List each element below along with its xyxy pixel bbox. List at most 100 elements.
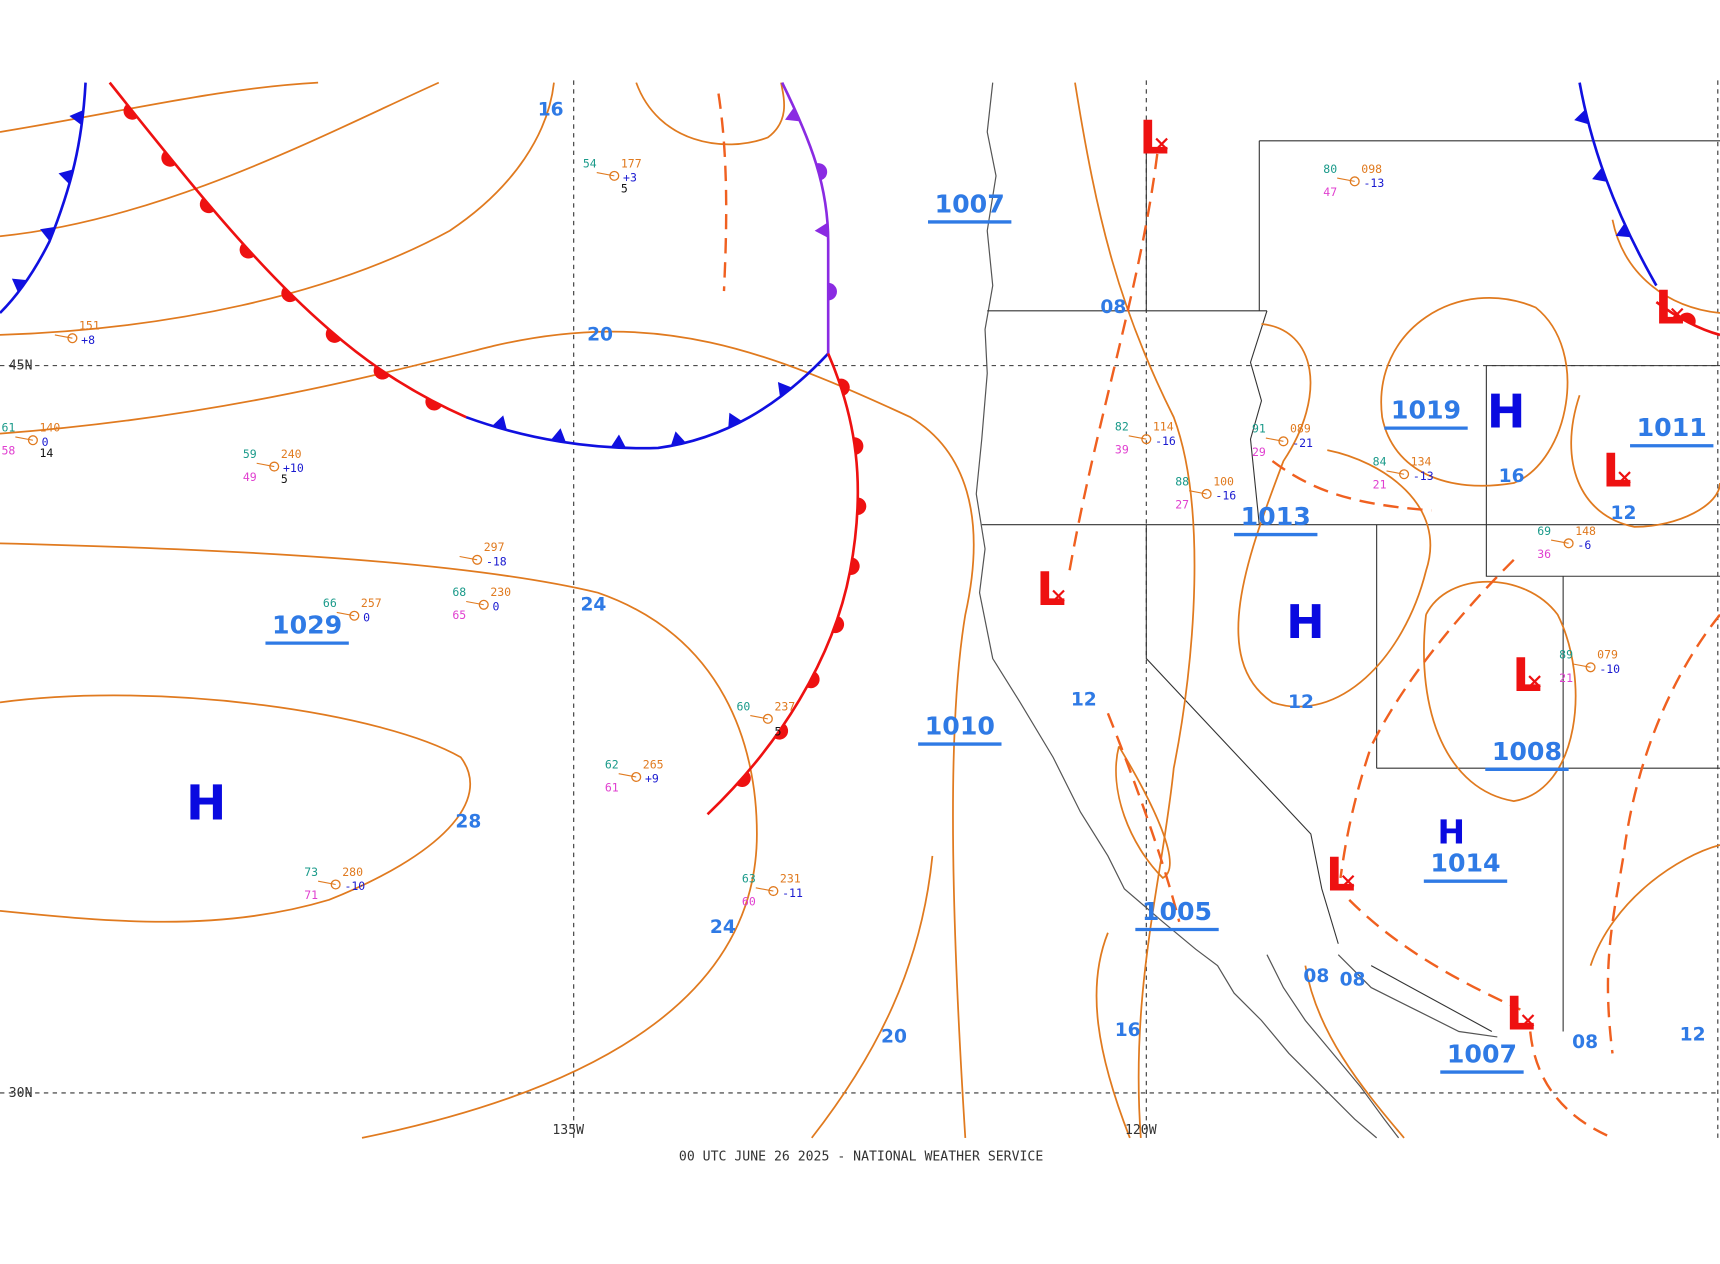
station-dew: 58 (1, 444, 15, 458)
station-pressure: 134 (1411, 455, 1432, 469)
station-temp: 68 (452, 585, 466, 599)
station-dew: 29 (1252, 445, 1266, 459)
isobar-label: 12 (1071, 690, 1097, 711)
station-temp: 63 (742, 872, 756, 886)
station-temp: 82 (1115, 420, 1129, 434)
station-pressure: 265 (643, 757, 664, 771)
station-pressure: 114 (1153, 420, 1174, 434)
station-dew: 36 (1537, 547, 1551, 561)
station-dew: 60 (742, 895, 756, 909)
high-center: H (1437, 813, 1465, 852)
low-center: L (1036, 562, 1065, 616)
isobar-label: 24 (710, 917, 736, 938)
isobar-label: 12 (1611, 503, 1637, 524)
station-pressure: 230 (490, 585, 511, 599)
station-temp: 88 (1175, 474, 1189, 488)
station-temp: 60 (736, 699, 750, 713)
center-pressure: 1014 (1430, 849, 1500, 878)
lon-label: 135W (552, 1123, 584, 1138)
station-temp: 69 (1537, 524, 1551, 538)
station-dew: 71 (304, 888, 318, 902)
station-temp: 61 (1, 421, 15, 435)
center-pressure: 1005 (1142, 897, 1212, 926)
isobar-label: 24 (580, 594, 606, 615)
isobar-label: 16 (1115, 1020, 1141, 1041)
station-pressure: 151 (79, 319, 100, 333)
center-pressure: 1019 (1391, 396, 1461, 425)
isobar-label: 28 (455, 811, 481, 832)
center-pressure: 1010 (925, 712, 995, 741)
station-tendency: -21 (1292, 436, 1313, 450)
station-extra: 14 (39, 446, 53, 460)
station-pressure: 140 (39, 421, 60, 435)
isobar-label: 20 (881, 1026, 907, 1047)
station-tendency: -10 (344, 879, 365, 893)
station-pressure: 079 (1597, 648, 1618, 662)
station-dew: 49 (243, 470, 257, 484)
station-tendency: -10 (1599, 662, 1620, 676)
station-tendency: -18 (486, 554, 507, 568)
center-pressure: 1007 (935, 189, 1005, 218)
lat-label: 45N (9, 359, 33, 374)
station-tendency: 0 (363, 610, 370, 624)
station-pressure: 297 (484, 540, 505, 554)
station-temp: 84 (1373, 455, 1387, 469)
station-pressure: 240 (281, 447, 302, 461)
footer: 00 UTC JUNE 26 2025 - NATIONAL WEATHER S… (679, 1150, 1043, 1165)
station-temp: 73 (304, 865, 318, 879)
station-dew: 61 (605, 780, 619, 794)
isobar-label: 16 (538, 100, 564, 121)
center-pressure: 1013 (1241, 502, 1311, 531)
low-center: L (1512, 648, 1541, 702)
isobar-label: 08 (1340, 969, 1366, 990)
station-tendency: -13 (1413, 469, 1434, 483)
station-temp: 80 (1323, 162, 1337, 176)
station-extra: 5 (774, 725, 781, 739)
station-dew: 47 (1323, 185, 1337, 199)
station-tendency: -16 (1215, 489, 1236, 503)
lat-label: 30N (9, 1086, 33, 1101)
station-dew: 27 (1175, 497, 1189, 511)
station-pressure: 177 (621, 156, 642, 170)
isobar-label: 08 (1303, 966, 1329, 987)
station-temp: 91 (1252, 422, 1266, 436)
station-pressure: 089 (1290, 422, 1311, 436)
station-temp: 89 (1559, 648, 1573, 662)
high-center: H (1487, 385, 1526, 439)
station-tendency: -6 (1577, 538, 1591, 552)
station-pressure: 237 (774, 699, 795, 713)
station-extra: 5 (281, 472, 288, 486)
station-dew: 39 (1115, 443, 1129, 457)
high-center: H (1286, 595, 1325, 649)
isobar-label: 12 (1680, 1024, 1706, 1045)
station-pressure: 100 (1213, 474, 1234, 488)
station-pressure: 231 (780, 872, 801, 886)
low-center: L (1602, 444, 1631, 498)
station-dew: 65 (452, 608, 466, 622)
station-temp: 59 (243, 447, 257, 461)
station-temp: 54 (583, 156, 597, 170)
isobar-label: 20 (587, 324, 613, 345)
station-pressure: 148 (1575, 524, 1596, 538)
high-center: H (186, 776, 226, 832)
station-tendency: +9 (645, 772, 659, 786)
isobar-label: 16 (1499, 466, 1525, 487)
station-tendency: -11 (782, 886, 803, 900)
lon-label: 120W (1125, 1123, 1157, 1138)
station-temp: 66 (323, 596, 337, 610)
center-pressure: 1007 (1447, 1040, 1517, 1069)
station-dew: 21 (1559, 671, 1573, 685)
station-tendency: -16 (1155, 434, 1176, 448)
low-center: L (1655, 280, 1684, 334)
center-pressure: 1008 (1492, 737, 1562, 766)
station-tendency: 0 (493, 599, 500, 613)
isobar-label: 08 (1572, 1032, 1598, 1053)
station-dew: 21 (1373, 478, 1387, 492)
low-center: L (1326, 847, 1355, 901)
station-tendency: -13 (1363, 176, 1384, 190)
station-pressure: 280 (342, 865, 363, 879)
station-pressure: 098 (1361, 162, 1382, 176)
station-pressure: 257 (361, 596, 382, 610)
